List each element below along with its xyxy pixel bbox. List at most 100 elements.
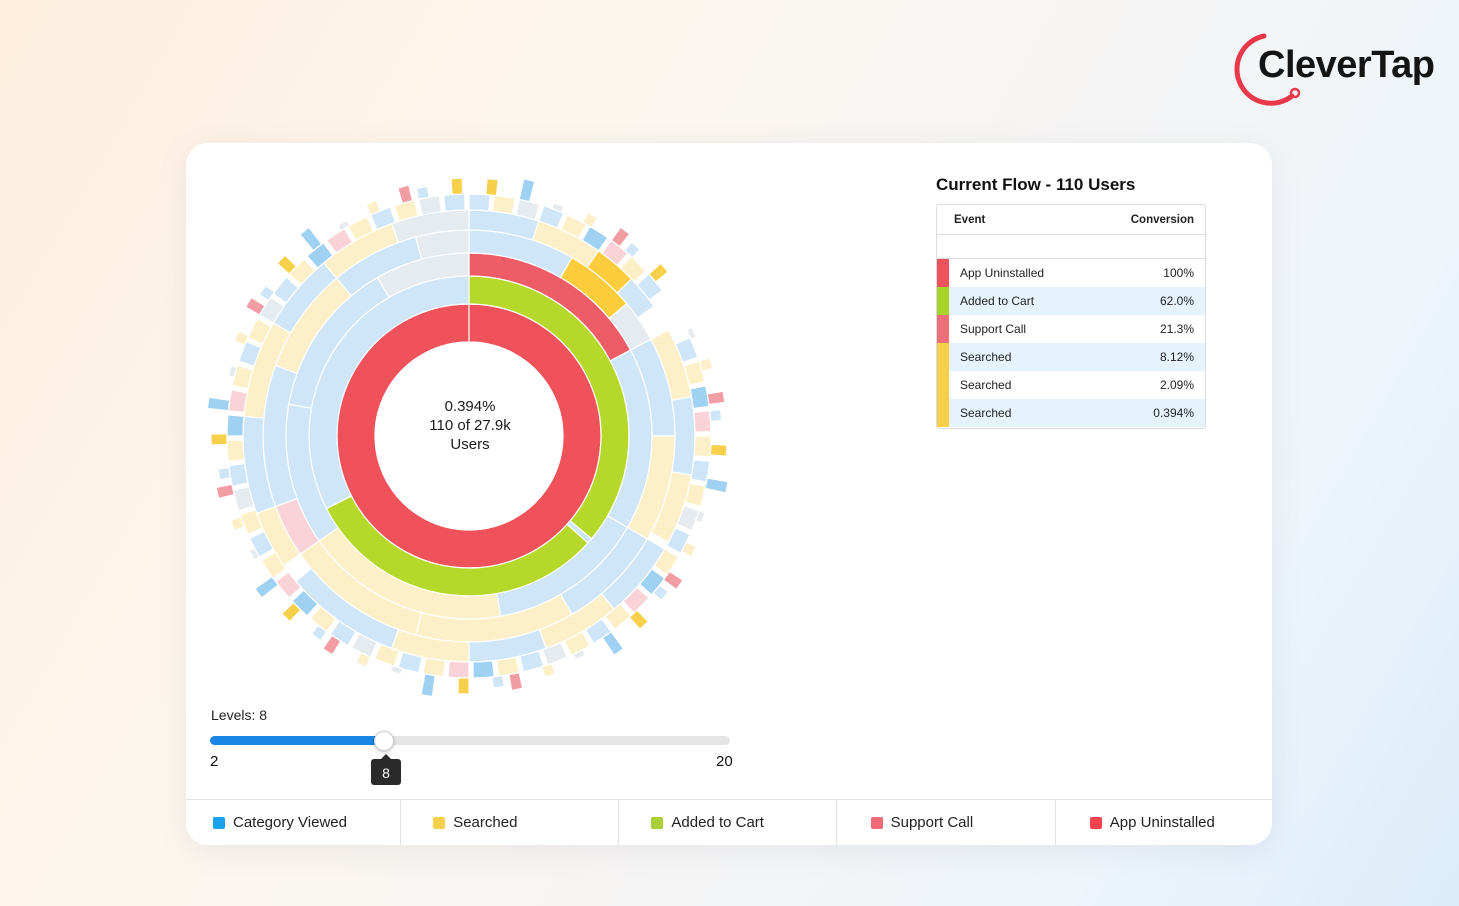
sunburst-segment[interactable] bbox=[685, 326, 698, 341]
sunburst-segment[interactable] bbox=[244, 296, 266, 316]
sunburst-segment[interactable] bbox=[662, 570, 684, 591]
sunburst-segment[interactable] bbox=[226, 414, 245, 437]
sunburst-segment[interactable] bbox=[299, 226, 323, 252]
sunburst-segment[interactable] bbox=[226, 439, 245, 462]
levels-slider[interactable] bbox=[210, 731, 730, 751]
flow-row[interactable]: Support Call 21.3% bbox=[937, 315, 1205, 343]
sunburst-segment[interactable] bbox=[239, 508, 264, 536]
sunburst-segment[interactable] bbox=[698, 357, 714, 373]
flow-row[interactable]: Searched 2.09% bbox=[937, 371, 1205, 399]
sunburst-segment[interactable] bbox=[581, 225, 609, 252]
sunburst-segment[interactable] bbox=[229, 516, 246, 532]
sunburst-segment[interactable] bbox=[638, 568, 666, 596]
sunburst-segment[interactable] bbox=[472, 660, 495, 679]
sunburst-segment[interactable] bbox=[560, 214, 588, 240]
sunburst-segment[interactable] bbox=[272, 276, 300, 304]
sunburst-segment[interactable] bbox=[281, 601, 302, 623]
sunburst-segment[interactable] bbox=[217, 466, 232, 481]
sunburst-segment[interactable] bbox=[373, 643, 400, 667]
legend-item[interactable]: App Uninstalled bbox=[1056, 800, 1272, 845]
sunburst-segment[interactable] bbox=[233, 330, 250, 347]
sunburst-segment[interactable] bbox=[610, 226, 631, 248]
sunburst-segment[interactable] bbox=[623, 241, 641, 259]
sunburst-segment[interactable] bbox=[622, 586, 650, 614]
flow-row[interactable]: App Uninstalled 100% bbox=[937, 259, 1205, 287]
sunburst-segment[interactable] bbox=[604, 603, 632, 631]
sunburst-segment[interactable] bbox=[215, 483, 235, 500]
sunburst-segment[interactable] bbox=[393, 199, 419, 222]
sunburst-segment[interactable] bbox=[709, 443, 728, 457]
sunburst-segment[interactable] bbox=[355, 651, 372, 668]
sunburst-segment[interactable] bbox=[227, 389, 248, 414]
sunburst-segment[interactable] bbox=[491, 194, 516, 215]
flow-row[interactable]: Searched 8.12% bbox=[937, 343, 1205, 371]
sunburst-segment[interactable] bbox=[276, 254, 298, 275]
sunburst-segment[interactable] bbox=[665, 527, 691, 555]
sunburst-segment[interactable] bbox=[329, 620, 357, 647]
legend-item[interactable]: Added to Cart bbox=[619, 800, 837, 845]
sunburst-segment[interactable] bbox=[420, 673, 436, 698]
sunburst-segment[interactable] bbox=[238, 340, 262, 367]
sunburst-segment[interactable] bbox=[519, 650, 545, 673]
sunburst-segment[interactable] bbox=[652, 584, 670, 602]
sunburst-segment[interactable] bbox=[709, 408, 723, 422]
sunburst-segment[interactable] bbox=[291, 589, 319, 617]
sunburst-segment[interactable] bbox=[274, 571, 302, 599]
sunburst-segment[interactable] bbox=[674, 336, 699, 364]
sunburst-segment[interactable] bbox=[693, 435, 712, 458]
sunburst-segment[interactable] bbox=[550, 202, 565, 214]
flow-row[interactable]: Searched 0.394% bbox=[937, 399, 1205, 427]
sunburst-segment[interactable] bbox=[518, 178, 536, 203]
sunburst-segment[interactable] bbox=[653, 548, 680, 576]
sunburst-segment[interactable] bbox=[254, 575, 280, 599]
sunburst-segment[interactable] bbox=[706, 390, 726, 406]
sunburst-segment[interactable] bbox=[647, 262, 669, 283]
sunburst-segment[interactable] bbox=[389, 664, 404, 676]
sunburst-segment[interactable] bbox=[247, 317, 273, 345]
sunburst-segment[interactable] bbox=[690, 458, 711, 483]
sunburst-segment[interactable] bbox=[572, 648, 587, 661]
sunburst-segment[interactable] bbox=[258, 284, 276, 302]
sunburst-segment[interactable] bbox=[450, 177, 464, 196]
sunburst-segment[interactable] bbox=[397, 184, 414, 205]
sunburst-segment[interactable] bbox=[447, 660, 470, 679]
sunburst-segment[interactable] bbox=[694, 510, 706, 524]
sunburst-segment[interactable] bbox=[689, 384, 710, 410]
sunburst-segment[interactable] bbox=[628, 609, 650, 631]
legend-item[interactable]: Searched bbox=[401, 800, 620, 845]
sunburst-segment[interactable] bbox=[538, 205, 565, 229]
sunburst-segment[interactable] bbox=[325, 227, 354, 255]
sunburst-segment[interactable] bbox=[322, 634, 342, 656]
sunburst-segment[interactable] bbox=[601, 630, 625, 657]
sunburst-segment[interactable] bbox=[232, 486, 255, 512]
legend-item[interactable]: Category Viewed bbox=[186, 800, 402, 845]
sunburst-segment[interactable] bbox=[581, 211, 599, 229]
sunburst-segment[interactable] bbox=[306, 241, 334, 269]
sunburst-segment[interactable] bbox=[541, 641, 569, 666]
sunburst-segment[interactable] bbox=[491, 674, 505, 689]
sunburst-segment[interactable] bbox=[248, 546, 261, 561]
sunburst-segment[interactable] bbox=[227, 364, 238, 379]
sunburst-segment[interactable] bbox=[365, 199, 382, 216]
sunburst-segment[interactable] bbox=[347, 215, 375, 242]
sunburst-segment[interactable] bbox=[457, 677, 470, 695]
slider-thumb[interactable] bbox=[374, 731, 395, 751]
sunburst-segment[interactable] bbox=[231, 364, 254, 390]
sunburst-segment[interactable] bbox=[693, 410, 712, 433]
sunburst-segment[interactable] bbox=[619, 255, 647, 283]
sunburst-segment[interactable] bbox=[443, 193, 466, 212]
sunburst-segment[interactable] bbox=[680, 541, 698, 558]
sunburst-segment[interactable] bbox=[260, 551, 288, 580]
flow-row[interactable]: Added to Cart 62.0% bbox=[937, 287, 1205, 315]
sunburst-segment[interactable] bbox=[336, 219, 351, 232]
legend-item[interactable]: Support Call bbox=[837, 800, 1056, 845]
sunburst-segment[interactable] bbox=[508, 672, 524, 692]
sunburst-segment[interactable] bbox=[485, 177, 499, 197]
sunburst-segment[interactable] bbox=[541, 662, 557, 679]
sunburst-segment[interactable] bbox=[206, 396, 231, 412]
sunburst-segment[interactable] bbox=[684, 482, 707, 508]
sunburst-segment[interactable] bbox=[422, 657, 447, 678]
sunburst-segment[interactable] bbox=[563, 630, 591, 657]
sunburst-segment[interactable] bbox=[468, 193, 491, 212]
sunburst-segment[interactable] bbox=[671, 396, 696, 476]
